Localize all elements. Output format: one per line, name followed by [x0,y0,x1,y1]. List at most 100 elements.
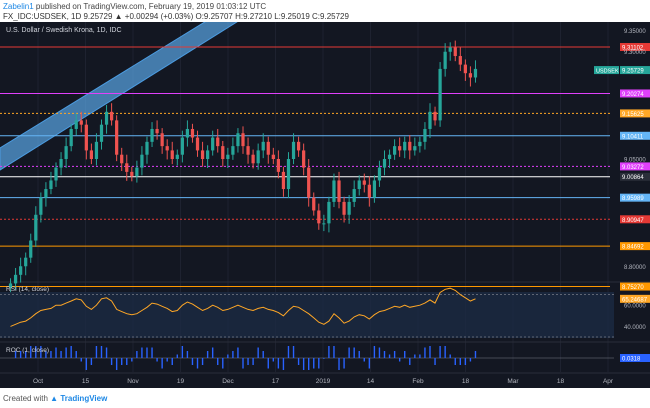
roc-bar [232,351,234,358]
roc-title: ROC (1, close) [6,347,49,354]
roc-bar [14,351,17,358]
roc-bar [100,346,103,358]
candle-body [109,111,114,121]
candle-body [403,141,407,151]
candle-body [392,146,397,155]
candle-body [473,68,478,78]
candle-body [200,150,205,159]
candle-body [190,128,195,138]
level-label: 8.75270 [622,285,644,291]
candle-body [438,68,442,121]
level-tag [620,89,650,98]
candle-body [448,47,452,52]
candle-body [443,51,447,69]
level-tag [620,109,650,118]
candle-body [54,167,58,181]
candle-body [140,154,144,168]
roc-bar [176,354,179,358]
roc-bar [75,351,77,358]
trend-channel [0,22,238,171]
author-link[interactable]: Zabelin1 [3,2,34,11]
roc-bar [318,358,320,369]
roc-bar [80,358,82,362]
candle-body [398,146,402,151]
chart-title: U.S. Dollar / Swedish Krona, 1D, IDC [6,27,122,34]
roc-bar [464,358,467,365]
roc-bar [196,358,199,369]
roc-bar [307,358,310,370]
current-price-tag [620,66,650,75]
roc-bar [201,358,204,365]
candle-body [387,154,392,159]
time-tick: Oct [33,378,43,385]
chart-canvas[interactable]: RSI (14, close) 60.0000 40.0000 65.24687 RO… [0,22,650,388]
candle-body [99,124,104,142]
roc-bar [287,346,290,358]
candle-body [261,141,265,151]
roc-bar [227,354,229,358]
tradingview-logo-icon: ▲ [50,394,59,403]
price-tick: 9.30000 [624,50,646,56]
time-tick: Feb [412,378,424,385]
candle-body [312,197,316,211]
candle-body [175,154,179,159]
candle-body [44,189,48,198]
roc-bar [267,358,269,369]
level-label: 9.10411 [622,134,644,140]
candle-body [362,180,366,185]
roc-bar [55,347,57,358]
symbol-info: FX_IDC:USDSEK, 1D 9.25729 ▲ +0.00294 (+0… [3,12,349,21]
candle-body [408,141,412,151]
roc-bar [409,358,411,365]
roc-pane: ROC (1, close) 0.0318 [0,346,650,370]
candle-body [453,47,457,57]
chart-area[interactable]: RSI (14, close) 60.0000 40.0000 65.24687 RO… [0,22,650,388]
price-axis: 9.31102 9.20274 9.15625 9.10411 9.03272 9.008… [594,29,650,291]
level-tag [620,162,650,171]
footer: Created with ▲ TradingView [0,388,650,408]
candle-body [150,128,154,142]
candle-body [79,120,83,125]
candle-body [357,180,361,190]
roc-bar [302,358,305,370]
tradingview-brand[interactable]: TradingView [60,394,108,403]
level-tag [620,131,650,140]
candle-body [160,133,164,147]
roc-bar [378,347,381,358]
time-tick: Mar [507,378,519,385]
roc-bar [186,351,189,358]
roc-bar [126,358,128,365]
roc-bar [237,347,239,358]
roc-bar [454,358,456,365]
candle-body [281,171,286,190]
roc-bar [333,346,335,358]
symbol-tag-label: USDSEK [596,69,619,75]
roc-current-label: 0.0318 [622,357,641,363]
roc-bar [393,351,396,358]
candle-body [428,111,432,129]
candle-body [206,150,210,159]
candle-body [180,137,184,155]
roc-bar [252,358,254,365]
price-tick: 9.35000 [624,29,646,35]
candle-body [115,120,119,155]
level-label: 9.03272 [622,165,644,171]
candle-body [231,146,235,155]
roc-bar [35,346,37,358]
published-text: published on TradingView.com, February 1… [35,2,267,11]
level-label: 8.84692 [622,245,644,251]
price-tick: 8.80000 [624,265,646,271]
roc-bar [272,358,275,362]
time-tick: 14 [367,378,375,385]
candle-body [352,189,356,202]
rsi-current-tag [620,294,650,303]
candle-body [271,154,275,159]
roc-bar [404,351,406,358]
candle-body [327,201,331,224]
roc-bar [90,358,93,365]
candle-body [74,120,78,129]
level-label: 9.00864 [622,175,644,181]
roc-bar [24,351,27,358]
candle-body [211,137,215,151]
current-price-label: 9.25729 [622,69,644,75]
